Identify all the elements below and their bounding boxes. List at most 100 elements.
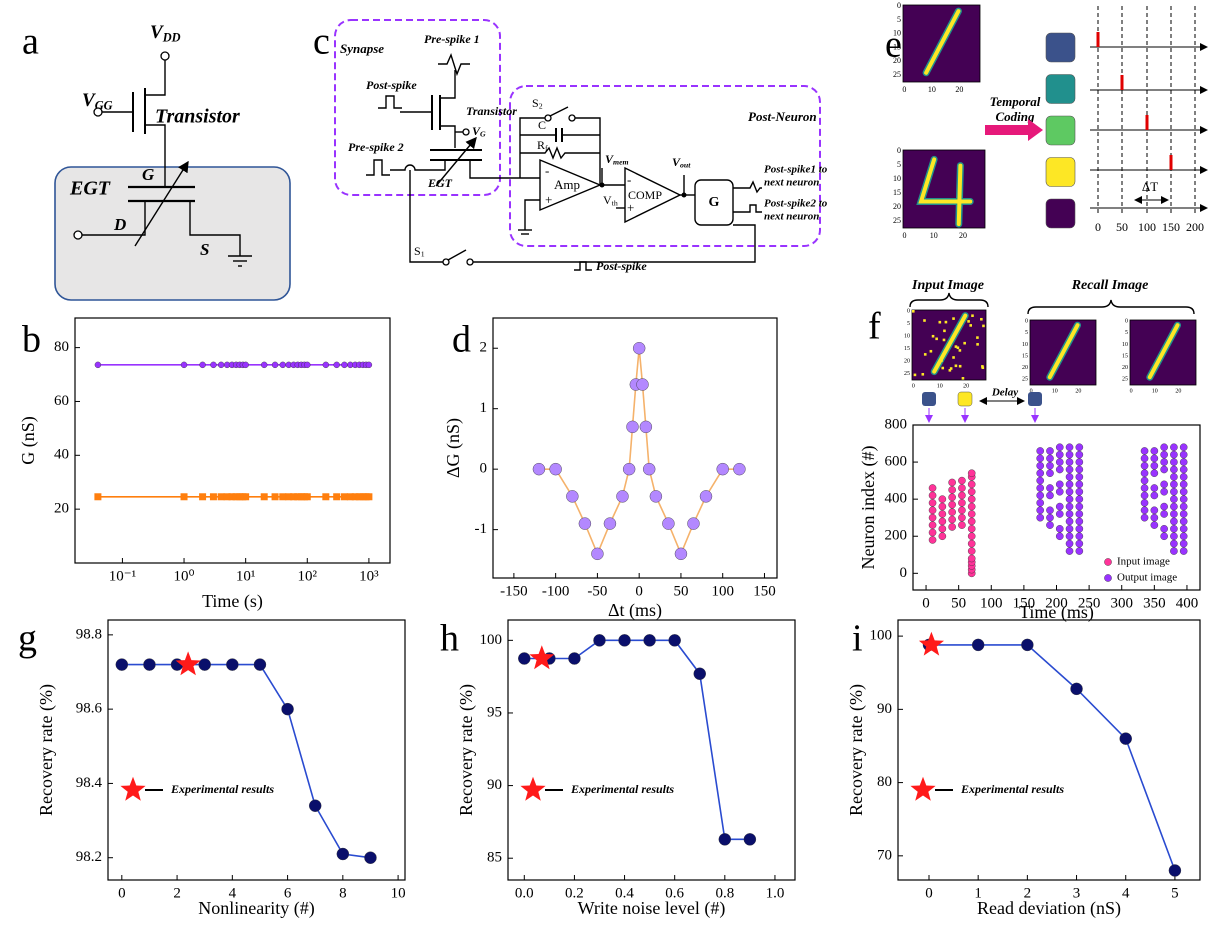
circle-marker [1065,502,1074,511]
circle-marker [967,502,976,511]
circle-marker [958,521,966,529]
circle-marker [958,513,966,522]
circle-marker [364,851,377,864]
switch [447,249,467,261]
circle-marker [1160,458,1168,466]
square-marker [209,493,217,501]
circle-marker [1150,484,1159,492]
image-ytick: 10 [1122,342,1128,348]
noise-pixel [954,364,958,368]
circle-marker [687,517,700,530]
circle-marker [1150,513,1159,522]
noise-pixel [956,346,960,350]
noise-pixel [913,373,917,377]
waveform [438,53,470,77]
circle-marker [1170,510,1178,518]
transistor-label: Transistor [466,104,517,118]
x-tick-label: 400 [1176,595,1199,611]
circle-marker [967,480,976,489]
brace [909,292,989,308]
circle-marker [1179,539,1188,548]
noise-pixel [941,366,945,370]
wire [440,70,456,99]
circle-marker [603,517,617,530]
circle-marker [1046,491,1054,500]
circle-marker [1170,450,1178,459]
y-tick-label: 2 [480,340,488,356]
noise-pixel [943,329,946,333]
noise-pixel [940,359,943,362]
circle-marker [1036,491,1044,500]
circle-marker [143,658,156,671]
digit [1150,325,1178,377]
delay-label: Delay [991,387,1018,399]
post-spike-label: Post-spike [366,78,417,92]
image-xtick: 20 [1175,388,1181,394]
circle-marker [1150,506,1159,515]
vmem-label-sub: mem [613,158,629,167]
circle-marker [938,510,947,518]
vg-label-sub: G [480,130,486,139]
circle-marker [94,361,102,369]
comp-label: COMP [628,188,662,202]
noise-pixel [976,343,979,346]
circle-marker [1179,443,1188,452]
circle-marker [1036,484,1044,492]
circle-marker [1075,532,1084,541]
circle-marker [1140,484,1149,492]
circle-marker [1140,513,1149,522]
image-ytick: 20 [1122,365,1128,371]
circle-marker [1150,454,1159,463]
circle-marker [948,493,956,502]
image-ytick: 20 [893,202,901,211]
circle-marker [967,554,976,563]
vth-label-main: V [603,193,612,207]
circle-marker [1065,458,1074,466]
terminal [544,114,552,122]
noise-pixel [981,366,985,370]
circle-marker [1075,517,1084,526]
x-tick-label: 8 [339,885,347,901]
plot-frame [107,619,406,881]
circle-marker [1140,461,1149,470]
wire [82,201,146,236]
circle-marker [568,652,581,665]
circle-marker [1075,473,1084,481]
circle-marker [1160,487,1168,496]
variable-arrow [435,136,477,187]
vmem-label: Vmem [605,152,629,167]
circle-marker [622,462,636,476]
neuron-square [922,392,936,406]
vmem-label-main: V [605,152,614,166]
x-tick-label: 4 [1122,885,1130,901]
source-label: S [200,240,209,259]
circle-marker [1170,525,1178,533]
panel-label: c [313,21,330,63]
circle-marker [948,500,956,509]
y-tick-label: 400 [885,491,908,507]
circle-marker [1075,443,1084,452]
s1-label-main: S [414,244,421,258]
x-axis-title: Δt (ms) [608,600,662,621]
neuron-label: Post-Neuron [748,109,817,124]
g-label: G [709,195,720,210]
y-axis-title: G (nS) [18,416,39,465]
circle-marker [1036,447,1044,455]
circle-marker [279,361,286,369]
circle-marker [333,361,340,369]
circle-marker [1075,495,1084,503]
x-tick-label: 5 [1171,885,1179,901]
y-tick-label: 98.2 [76,849,102,865]
image-ytick: 20 [904,359,910,365]
wire [520,146,600,160]
circle-marker [1036,499,1044,507]
circle-marker [1160,532,1168,541]
circle-marker [967,547,976,555]
image-xtick: 20 [963,383,969,389]
circle-marker [1179,525,1188,533]
noise-pixel [963,341,966,345]
plot-frame [492,317,778,579]
circle-marker [1179,547,1188,555]
